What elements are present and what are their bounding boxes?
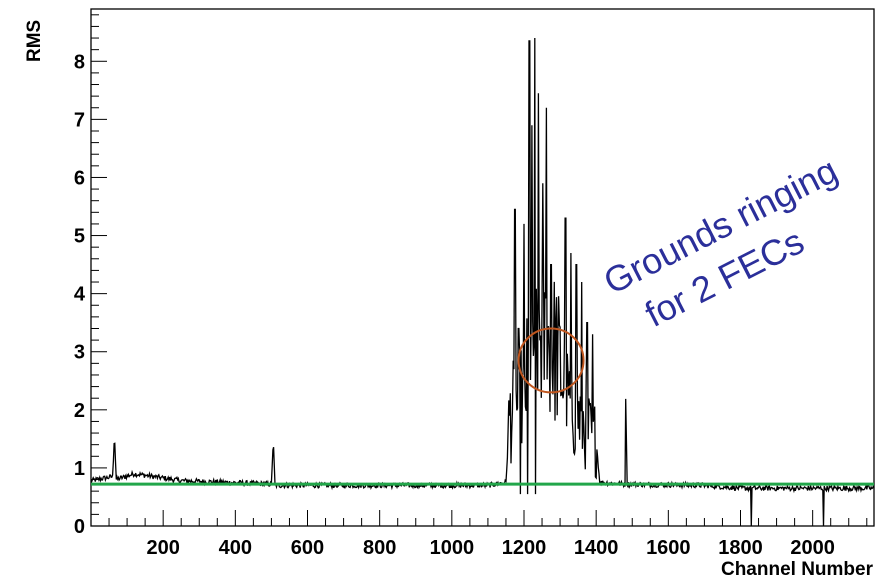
- y-tick-label: 8: [74, 51, 85, 73]
- y-tick-label: 4: [74, 284, 86, 306]
- x-tick-label: 800: [363, 537, 396, 559]
- x-tick-label: 1200: [502, 537, 547, 559]
- y-tick-label: 0: [74, 516, 85, 538]
- x-tick-label: 600: [291, 537, 324, 559]
- y-tick-label: 3: [74, 342, 85, 364]
- x-tick-label: 1800: [718, 537, 763, 559]
- x-tick-label: 1400: [574, 537, 619, 559]
- x-tick-label: 1000: [430, 537, 475, 559]
- x-tick-label: 200: [146, 537, 179, 559]
- x-tick-label: 2000: [790, 537, 835, 559]
- x-axis-title: Channel Number: [721, 559, 874, 580]
- annotation-ellipse: [517, 327, 585, 394]
- x-axis-ticks: 200 400 600 800 1000 1200 1400 1600 1800 2000: [90, 510, 868, 559]
- plot-frame: [90, 8, 875, 527]
- y-tick-label: 5: [74, 226, 85, 248]
- series-layer: [90, 37, 875, 527]
- y-axis-title: RMS: [24, 20, 45, 62]
- y-tick-label: 7: [74, 109, 85, 131]
- x-tick-label: 1600: [646, 537, 691, 559]
- y-axis-ticks: 0 1 2 3 4 5 6 7 8: [74, 14, 107, 538]
- x-tick-label: 400: [219, 537, 252, 559]
- y-tick-label: 2: [74, 400, 85, 422]
- y-tick-label: 1: [74, 458, 85, 480]
- y-tick-label: 6: [74, 167, 85, 189]
